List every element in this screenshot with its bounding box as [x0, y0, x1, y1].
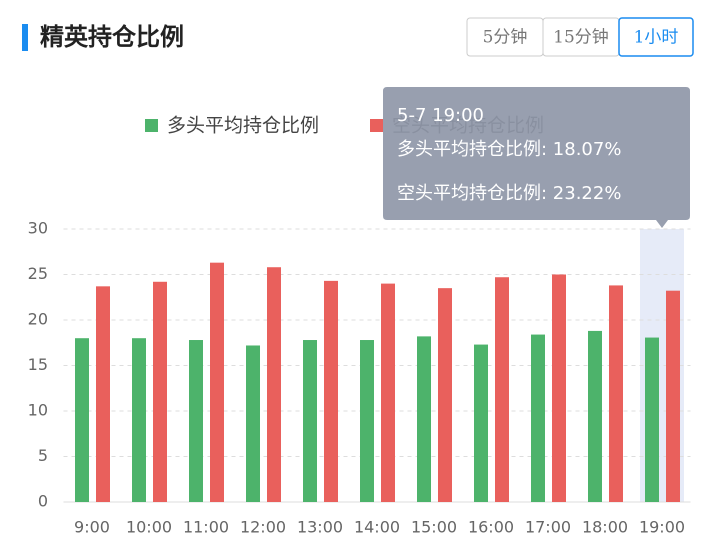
- tab-label[interactable]: 1小时: [634, 28, 679, 48]
- tooltip-line: 空头平均持仓比例: 23.22%: [397, 183, 621, 204]
- bar: [588, 330, 602, 502]
- tab-button[interactable]: [618, 17, 694, 57]
- bar: [189, 340, 203, 502]
- chart: 0 5 10 15 20 25 30 9:00 10:00 11:00 12:00 13:00 14:0…: [28, 87, 691, 537]
- bar: [474, 344, 488, 502]
- y-tick-label: 20: [28, 310, 48, 329]
- y-tick-label: 25: [28, 264, 48, 283]
- legend-swatch: [370, 119, 383, 132]
- x-tick-label: 11:00: [183, 518, 229, 537]
- x-tick-label: 17:00: [525, 518, 571, 537]
- bar: [303, 340, 317, 502]
- bar: [666, 290, 680, 502]
- y-tick-label: 10: [28, 401, 48, 420]
- bar: [153, 281, 167, 502]
- bar: [324, 280, 338, 502]
- tab-group: 5分钟 15分钟 1小时: [466, 17, 694, 57]
- x-tick-label: 19:00: [639, 518, 685, 537]
- bar: [495, 277, 509, 502]
- x-tick-label: 16:00: [468, 518, 514, 537]
- bar: [75, 338, 89, 502]
- x-tick-label: 12:00: [240, 518, 286, 537]
- bar: [417, 336, 431, 502]
- x-tick-label: 13:00: [297, 518, 343, 537]
- y-tick-label: 15: [28, 355, 48, 374]
- bar: [381, 283, 395, 502]
- x-tick-label: 9:00: [74, 518, 110, 537]
- tooltip-title: 5-7 19:00: [397, 105, 484, 126]
- x-tick-label: 18:00: [582, 518, 628, 537]
- y-tick-label: 30: [28, 219, 48, 238]
- bar: [246, 345, 260, 502]
- bar: [552, 274, 566, 502]
- bar: [267, 267, 281, 502]
- bar: [609, 285, 623, 502]
- bar: [438, 288, 452, 502]
- bar: [645, 337, 659, 502]
- bar: [360, 340, 374, 502]
- x-tick-label: 15:00: [411, 518, 457, 537]
- bar: [531, 334, 545, 502]
- page-title: 精英持仓比例: [40, 23, 184, 51]
- bar: [96, 286, 110, 502]
- tab-label[interactable]: 15分钟: [553, 28, 609, 48]
- bar: [210, 262, 224, 502]
- tab-label[interactable]: 5分钟: [483, 28, 528, 48]
- legend-swatch: [145, 119, 158, 132]
- y-tick-label: 5: [38, 446, 48, 465]
- x-tick-label: 14:00: [354, 518, 400, 537]
- title-accent: [22, 24, 28, 51]
- tooltip-line: 多头平均持仓比例: 18.07%: [397, 139, 621, 160]
- tooltip-box: [383, 87, 690, 228]
- legend-label: 多头平均持仓比例: [167, 115, 319, 137]
- bar: [132, 338, 146, 502]
- x-tick-label: 10:00: [126, 518, 172, 537]
- y-tick-label: 0: [38, 492, 48, 511]
